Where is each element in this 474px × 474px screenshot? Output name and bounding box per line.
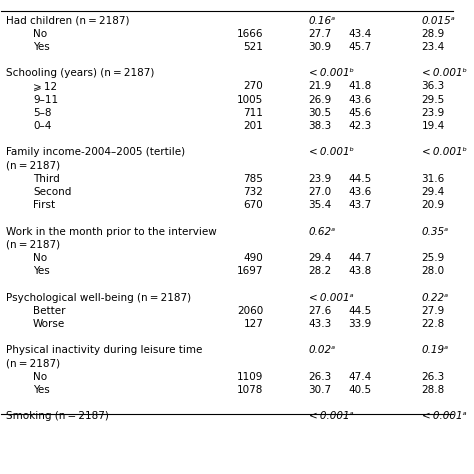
Text: < 0.001ᵃ: < 0.001ᵃ xyxy=(421,411,466,421)
Text: 1697: 1697 xyxy=(237,266,264,276)
Text: 31.6: 31.6 xyxy=(421,174,445,184)
Text: (n = 2187): (n = 2187) xyxy=(6,240,60,250)
Text: 23.9: 23.9 xyxy=(309,174,332,184)
Text: 45.6: 45.6 xyxy=(348,108,372,118)
Text: Work in the month prior to the interview: Work in the month prior to the interview xyxy=(6,227,217,237)
Text: 5–8: 5–8 xyxy=(33,108,52,118)
Text: 9–11: 9–11 xyxy=(33,95,58,105)
Text: Physical inactivity during leisure time: Physical inactivity during leisure time xyxy=(6,346,202,356)
Text: 25.9: 25.9 xyxy=(421,253,445,263)
Text: 0–4: 0–4 xyxy=(33,121,51,131)
Text: 0.62ᵃ: 0.62ᵃ xyxy=(309,227,336,237)
Text: ⩾ 12: ⩾ 12 xyxy=(33,82,57,91)
Text: 521: 521 xyxy=(244,42,264,52)
Text: 43.7: 43.7 xyxy=(348,200,372,210)
Text: Second: Second xyxy=(33,187,72,197)
Text: 732: 732 xyxy=(244,187,264,197)
Text: 26.3: 26.3 xyxy=(421,372,445,382)
Text: (n = 2187): (n = 2187) xyxy=(6,358,60,369)
Text: 30.7: 30.7 xyxy=(309,385,332,395)
Text: 42.3: 42.3 xyxy=(348,121,372,131)
Text: 1078: 1078 xyxy=(237,385,264,395)
Text: 27.6: 27.6 xyxy=(309,306,332,316)
Text: 41.8: 41.8 xyxy=(348,82,372,91)
Text: 29.4: 29.4 xyxy=(421,187,445,197)
Text: No: No xyxy=(33,253,47,263)
Text: 0.22ᵃ: 0.22ᵃ xyxy=(421,292,449,302)
Text: 23.9: 23.9 xyxy=(421,108,445,118)
Text: 19.4: 19.4 xyxy=(421,121,445,131)
Text: 33.9: 33.9 xyxy=(348,319,372,329)
Text: 0.35ᵃ: 0.35ᵃ xyxy=(421,227,449,237)
Text: 1005: 1005 xyxy=(237,95,264,105)
Text: 21.9: 21.9 xyxy=(309,82,332,91)
Text: 490: 490 xyxy=(244,253,264,263)
Text: 27.0: 27.0 xyxy=(309,187,332,197)
Text: 38.3: 38.3 xyxy=(309,121,332,131)
Text: 43.3: 43.3 xyxy=(309,319,332,329)
Text: Family income-2004–2005 (tertile): Family income-2004–2005 (tertile) xyxy=(6,147,185,157)
Text: 43.4: 43.4 xyxy=(348,29,372,39)
Text: 30.9: 30.9 xyxy=(309,42,332,52)
Text: Had children (n = 2187): Had children (n = 2187) xyxy=(6,16,129,26)
Text: No: No xyxy=(33,372,47,382)
Text: 44.5: 44.5 xyxy=(348,306,372,316)
Text: 36.3: 36.3 xyxy=(421,82,445,91)
Text: 0.02ᵃ: 0.02ᵃ xyxy=(309,346,336,356)
Text: 26.9: 26.9 xyxy=(309,95,332,105)
Text: 44.5: 44.5 xyxy=(348,174,372,184)
Text: Third: Third xyxy=(33,174,60,184)
Text: 28.2: 28.2 xyxy=(309,266,332,276)
Text: 2060: 2060 xyxy=(237,306,264,316)
Text: < 0.001ᵃ: < 0.001ᵃ xyxy=(309,411,354,421)
Text: 29.4: 29.4 xyxy=(309,253,332,263)
Text: 44.7: 44.7 xyxy=(348,253,372,263)
Text: 43.6: 43.6 xyxy=(348,95,372,105)
Text: < 0.001ᵇ: < 0.001ᵇ xyxy=(421,147,467,157)
Text: 28.8: 28.8 xyxy=(421,385,445,395)
Text: 711: 711 xyxy=(244,108,264,118)
Text: 20.9: 20.9 xyxy=(421,200,445,210)
Text: 127: 127 xyxy=(244,319,264,329)
Text: (n = 2187): (n = 2187) xyxy=(6,161,60,171)
Text: 0.015ᵃ: 0.015ᵃ xyxy=(421,16,456,26)
Text: < 0.001ᵇ: < 0.001ᵇ xyxy=(309,147,354,157)
Text: Psychological well-being (n = 2187): Psychological well-being (n = 2187) xyxy=(6,292,191,302)
Text: 28.0: 28.0 xyxy=(421,266,445,276)
Text: 40.5: 40.5 xyxy=(349,385,372,395)
Text: Yes: Yes xyxy=(33,42,50,52)
Text: 27.9: 27.9 xyxy=(421,306,445,316)
Text: 1109: 1109 xyxy=(237,372,264,382)
Text: 0.16ᵃ: 0.16ᵃ xyxy=(309,16,336,26)
Text: Yes: Yes xyxy=(33,385,50,395)
Text: Worse: Worse xyxy=(33,319,65,329)
Text: < 0.001ᵇ: < 0.001ᵇ xyxy=(421,68,467,78)
Text: 30.5: 30.5 xyxy=(309,108,332,118)
Text: 45.7: 45.7 xyxy=(348,42,372,52)
Text: 35.4: 35.4 xyxy=(309,200,332,210)
Text: 27.7: 27.7 xyxy=(309,29,332,39)
Text: 43.8: 43.8 xyxy=(348,266,372,276)
Text: 47.4: 47.4 xyxy=(348,372,372,382)
Text: < 0.001ᵇ: < 0.001ᵇ xyxy=(309,68,354,78)
Text: 201: 201 xyxy=(244,121,264,131)
Text: 23.4: 23.4 xyxy=(421,42,445,52)
Text: 43.6: 43.6 xyxy=(348,187,372,197)
Text: Schooling (years) (n = 2187): Schooling (years) (n = 2187) xyxy=(6,68,154,78)
Text: < 0.001ᵃ: < 0.001ᵃ xyxy=(309,292,354,302)
Text: 1666: 1666 xyxy=(237,29,264,39)
Text: Yes: Yes xyxy=(33,266,50,276)
Text: 29.5: 29.5 xyxy=(421,95,445,105)
Text: 22.8: 22.8 xyxy=(421,319,445,329)
Text: First: First xyxy=(33,200,55,210)
Text: 26.3: 26.3 xyxy=(309,372,332,382)
Text: 270: 270 xyxy=(244,82,264,91)
Text: No: No xyxy=(33,29,47,39)
Text: Better: Better xyxy=(33,306,65,316)
Text: Smoking (n = 2187): Smoking (n = 2187) xyxy=(6,411,109,421)
Text: 670: 670 xyxy=(244,200,264,210)
Text: 0.19ᵃ: 0.19ᵃ xyxy=(421,346,449,356)
Text: 785: 785 xyxy=(244,174,264,184)
Text: 28.9: 28.9 xyxy=(421,29,445,39)
